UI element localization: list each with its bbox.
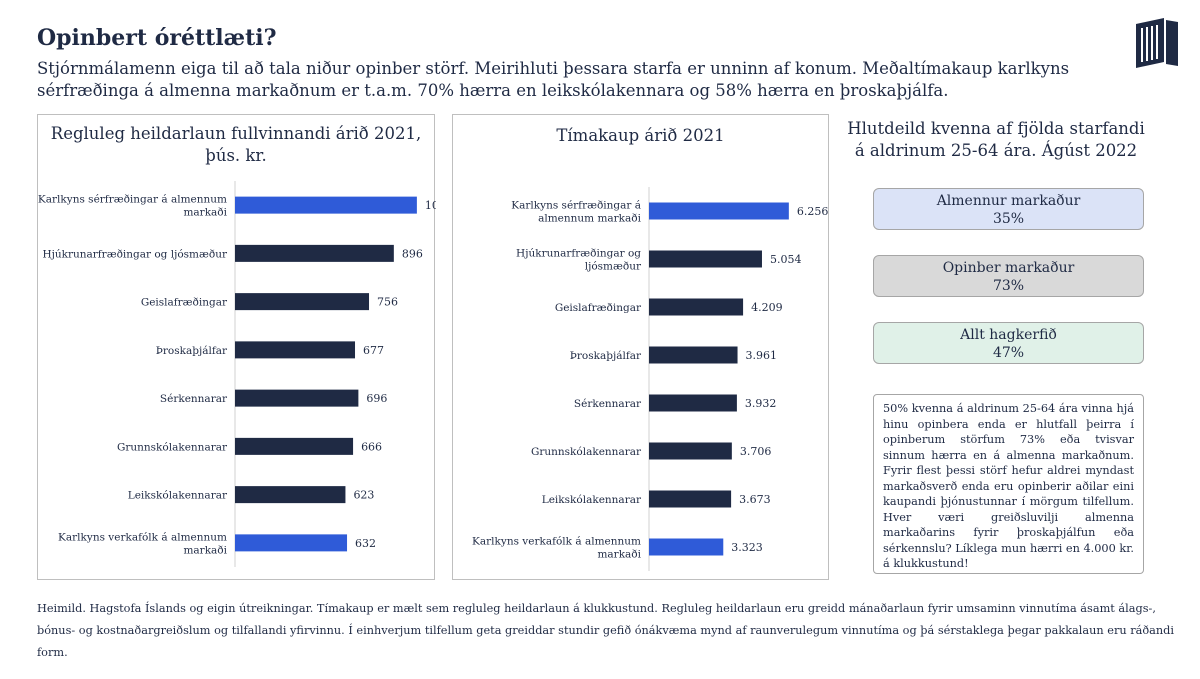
category-label: Þroskaþjálfar (570, 350, 642, 362)
category-label: Geislafræðingar (555, 302, 642, 314)
value-label: 666 (361, 440, 382, 453)
wages-chart-title: Regluleg heildarlaun fullvinnandi árið 2… (50, 124, 422, 165)
bar (235, 196, 417, 214)
category-label: Leikskólakennarar (542, 494, 642, 506)
category-label: markaði (597, 549, 641, 561)
value-label: 3.323 (731, 541, 763, 554)
category-label: Karlkyns verkafólk á almennum (58, 531, 227, 543)
value-label: 3.673 (739, 493, 771, 506)
value-label: 3.706 (740, 445, 772, 458)
share-box-allt: Allt hagkerfið 47% (873, 322, 1144, 364)
bar (649, 202, 789, 220)
share-box-opinber: Opinber markaður 73% (873, 255, 1144, 297)
share-value: 47% (992, 345, 1025, 361)
value-label: 6.256 (797, 205, 829, 218)
value-label: 3.932 (745, 397, 777, 410)
wages-chart-panel: Regluleg heildarlaun fullvinnandi árið 2… (37, 114, 453, 580)
category-label: Karlkyns sérfræðingar á almennum (38, 194, 227, 206)
bar (235, 389, 359, 407)
share-box-almennur: Almennur markaður 35% (873, 188, 1144, 230)
value-label: 632 (355, 537, 376, 550)
bar (649, 538, 724, 556)
value-label: 756 (377, 296, 398, 309)
share-value: 73% (992, 278, 1025, 294)
category-label: ljósmæður (585, 261, 642, 273)
category-label: Sérkennarar (160, 393, 228, 405)
category-label: markaði (183, 544, 227, 556)
source-footnote: Heimild. Hagstofa Íslands og eigin útrei… (37, 602, 1175, 659)
category-label: markaði (183, 207, 227, 219)
category-label: Leikskólakennarar (128, 490, 228, 502)
bar (649, 346, 738, 364)
value-label: 896 (402, 247, 423, 260)
value-label: 677 (363, 344, 384, 357)
share-label: Opinber markaður (942, 260, 1075, 276)
share-title: Hlutdeild kvenna af fjölda starfandi á a… (847, 119, 1145, 160)
wages-chart: 1026Karlkyns sérfræðingar á almennummark… (38, 181, 453, 567)
bar (649, 298, 744, 316)
bar (649, 250, 762, 268)
category-label: Grunnskólakennarar (117, 441, 228, 453)
bar (235, 534, 348, 552)
value-label: 623 (353, 489, 374, 502)
brand-logo-icon (1136, 18, 1178, 68)
value-label: 4.209 (751, 301, 783, 314)
bar (649, 490, 732, 508)
value-label: 1026 (425, 199, 436, 212)
bar (235, 437, 354, 455)
bar (235, 486, 346, 504)
share-value: 35% (992, 211, 1025, 227)
category-label: Karlkyns verkafólk á almennum (472, 536, 641, 548)
page-subtitle: Stjórnmálamenn eiga til að tala niður op… (37, 59, 1070, 100)
women-share-panel: Hlutdeild kvenna af fjölda starfandi á a… (846, 114, 1146, 580)
bar (649, 394, 737, 412)
value-label: 3.961 (746, 349, 778, 362)
hourly-chart-panel: Tímakaup árið 2021 6.256 Karlkyns sérfræð… (452, 114, 829, 580)
bar (235, 341, 356, 359)
category-label: Hjúkrunarfræðingar og ljósmæður (42, 248, 228, 260)
bar (235, 293, 370, 311)
note-box: 50% kvenna á aldrinum 25-64 ára vinna hj… (873, 394, 1144, 574)
category-label: Grunnskólakennarar (531, 446, 642, 458)
share-label: Almennur markaður (936, 193, 1081, 209)
page-title: Opinbert óréttlæti? (37, 25, 277, 51)
category-label: Hjúkrunarfræðingar og (516, 248, 641, 260)
bar (649, 442, 732, 460)
category-label: almennum markaði (538, 213, 642, 225)
category-label: Karlkyns sérfræðingar á (511, 200, 641, 212)
value-label: 5.054 (770, 253, 802, 266)
bar (235, 244, 394, 262)
hourly-chart-title: Tímakaup árið 2021 (556, 126, 725, 145)
share-label: Allt hagkerfið (960, 327, 1057, 343)
category-label: Geislafræðingar (141, 297, 228, 309)
category-label: Þroskaþjálfar (156, 345, 228, 357)
value-label: 696 (366, 392, 387, 405)
category-label: Sérkennarar (574, 398, 642, 410)
